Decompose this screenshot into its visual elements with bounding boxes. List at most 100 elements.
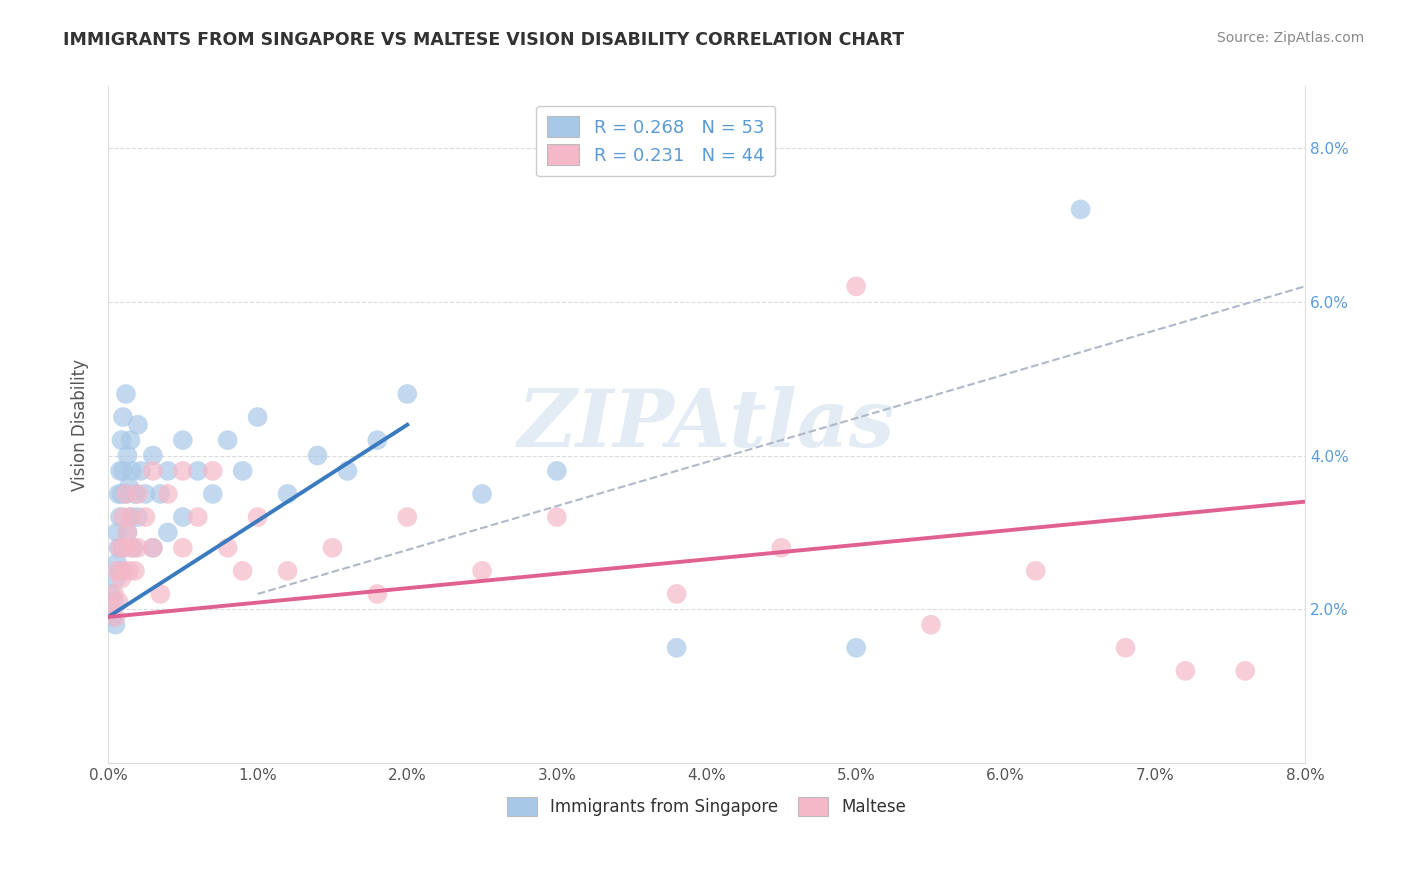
Point — [103, 587, 125, 601]
Text: ZIPAtlas: ZIPAtlas — [517, 386, 896, 464]
Y-axis label: Vision Disability: Vision Disability — [72, 359, 89, 491]
Point — [246, 410, 269, 425]
Point — [845, 279, 868, 293]
Point — [115, 487, 138, 501]
Point — [187, 510, 209, 524]
Point — [120, 510, 142, 524]
Point — [100, 587, 122, 601]
Point — [104, 610, 127, 624]
Point — [103, 594, 125, 608]
Point — [172, 433, 194, 447]
Point — [127, 510, 149, 524]
Point — [114, 541, 136, 555]
Point — [105, 525, 128, 540]
Point — [117, 525, 139, 540]
Text: Source: ZipAtlas.com: Source: ZipAtlas.com — [1216, 31, 1364, 45]
Point — [201, 464, 224, 478]
Point — [100, 602, 122, 616]
Point — [111, 564, 134, 578]
Point — [111, 464, 134, 478]
Point — [366, 587, 388, 601]
Point — [142, 541, 165, 555]
Point — [121, 464, 143, 478]
Point — [546, 464, 568, 478]
Point — [770, 541, 793, 555]
Point — [101, 610, 124, 624]
Point — [104, 572, 127, 586]
Point — [232, 564, 254, 578]
Point — [149, 587, 172, 601]
Point — [127, 487, 149, 501]
Point — [127, 417, 149, 432]
Point — [124, 487, 146, 501]
Point — [1025, 564, 1047, 578]
Point — [142, 464, 165, 478]
Point — [1115, 640, 1137, 655]
Point — [187, 464, 209, 478]
Point — [110, 487, 132, 501]
Point — [107, 594, 129, 608]
Point — [111, 410, 134, 425]
Point — [105, 556, 128, 570]
Point — [396, 387, 419, 401]
Point — [115, 487, 138, 501]
Point — [111, 510, 134, 524]
Point — [336, 464, 359, 478]
Point — [321, 541, 343, 555]
Legend: Immigrants from Singapore, Maltese: Immigrants from Singapore, Maltese — [501, 790, 912, 822]
Point — [108, 541, 131, 555]
Point — [111, 541, 134, 555]
Point — [172, 464, 194, 478]
Point — [172, 510, 194, 524]
Point — [201, 487, 224, 501]
Point — [396, 510, 419, 524]
Point — [156, 487, 179, 501]
Point — [105, 564, 128, 578]
Point — [142, 541, 165, 555]
Point — [156, 464, 179, 478]
Point — [366, 433, 388, 447]
Point — [134, 487, 156, 501]
Point — [129, 464, 152, 478]
Point — [665, 587, 688, 601]
Point — [1234, 664, 1257, 678]
Point — [217, 433, 239, 447]
Point — [110, 572, 132, 586]
Point — [124, 564, 146, 578]
Point — [108, 464, 131, 478]
Point — [108, 510, 131, 524]
Point — [277, 487, 299, 501]
Point — [142, 449, 165, 463]
Point — [127, 541, 149, 555]
Point — [149, 487, 172, 501]
Point — [115, 387, 138, 401]
Point — [217, 541, 239, 555]
Point — [134, 510, 156, 524]
Point — [156, 525, 179, 540]
Point — [307, 449, 329, 463]
Point — [1070, 202, 1092, 217]
Point — [117, 525, 139, 540]
Point — [471, 487, 494, 501]
Point — [277, 564, 299, 578]
Point — [104, 617, 127, 632]
Point — [471, 564, 494, 578]
Point — [120, 433, 142, 447]
Point — [172, 541, 194, 555]
Point — [118, 564, 141, 578]
Point — [121, 541, 143, 555]
Point — [118, 479, 141, 493]
Point — [110, 433, 132, 447]
Point — [107, 487, 129, 501]
Point — [122, 541, 145, 555]
Point — [120, 510, 142, 524]
Point — [107, 541, 129, 555]
Point — [108, 564, 131, 578]
Point — [117, 449, 139, 463]
Point — [246, 510, 269, 524]
Point — [845, 640, 868, 655]
Point — [665, 640, 688, 655]
Text: IMMIGRANTS FROM SINGAPORE VS MALTESE VISION DISABILITY CORRELATION CHART: IMMIGRANTS FROM SINGAPORE VS MALTESE VIS… — [63, 31, 904, 49]
Point — [546, 510, 568, 524]
Point — [920, 617, 942, 632]
